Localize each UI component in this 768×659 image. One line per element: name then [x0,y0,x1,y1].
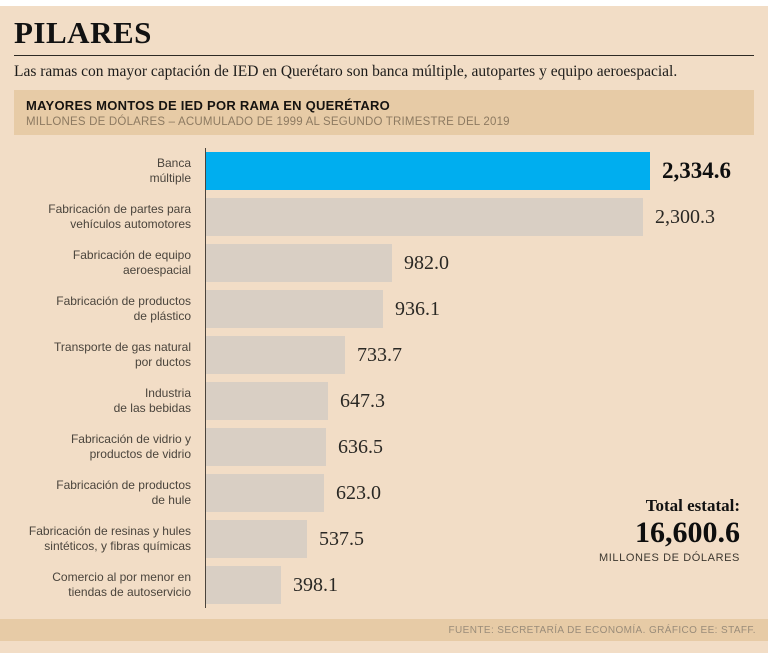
infographic-canvas: PILARES Las ramas con mayor captación de… [0,6,768,653]
bar [205,566,281,605]
bar [205,382,328,421]
source-credit: FUENTE: SECRETARÍA DE ECONOMÍA. GRÁFICO … [448,624,756,636]
bar-category-label: Fabricación de productos de plástico [56,294,191,324]
total-unit: MILLONES DE DÓLARES [599,552,740,565]
bar-track: 2,334.6 [205,148,768,194]
bar-track: 537.5 [205,516,768,562]
total-block: Total estatal: 16,600.6 MILLONES DE DÓLA… [599,496,740,565]
bar-track: 982.0 [205,240,768,286]
page-subtitle: Las ramas con mayor captación de IED en … [14,63,678,81]
bar-value-label: 623.0 [336,481,381,504]
bar-value-label: 2,300.3 [655,205,715,228]
bar-track: 636.5 [205,424,768,470]
bar-value-label: 537.5 [319,527,364,550]
bar-chart: Banca múltiple 2,334.6 Fabricación de pa… [0,148,768,609]
bar-category-label: Banca múltiple [149,156,191,186]
total-value: 16,600.6 [635,515,740,549]
bar-category-label: Fabricación de equipo aeroespacial [72,248,191,278]
bar-category-label: Fabricación de vidrio y productos de vid… [70,432,191,462]
chart-subtitle: MILLONES DE DÓLARES – ACUMULADO DE 1999 … [26,116,510,129]
bar [205,474,324,513]
bar-row: Fabricación de resinas y hules sintético… [0,516,768,562]
bar [205,428,326,467]
bar-category-label: Transporte de gas natural por ductos [54,340,191,370]
bar [205,244,392,283]
bar-track: 733.7 [205,332,768,378]
bar-value-label: 2,334.6 [662,158,731,184]
bar-track: 623.0 [205,470,768,516]
bar-row: Fabricación de productos de plástico 936… [0,286,768,332]
title-divider [14,55,754,57]
chart-header-band: MAYORES MONTOS DE IED POR RAMA EN QUERÉT… [14,90,754,136]
bar-track: 647.3 [205,378,768,424]
bar-category-label: Fabricación de partes para vehículos aut… [48,202,191,232]
bar-value-label: 398.1 [293,573,338,596]
bar-chart-rows: Banca múltiple 2,334.6 Fabricación de pa… [0,148,768,609]
bar-track: 2,300.3 [205,194,768,240]
bar [205,290,383,329]
bar-value-label: 636.5 [338,435,383,458]
bar [205,336,345,375]
bar-category-label: Comercio al por menor en tiendas de auto… [52,570,191,600]
bar-row: Fabricación de equipo aeroespacial 982.0 [0,240,768,286]
chart-title: MAYORES MONTOS DE IED POR RAMA EN QUERÉT… [26,98,390,114]
bar-value-label: 982.0 [404,251,449,274]
bar-row: Fabricación de productos de hule 623.0 [0,470,768,516]
bar-track: 398.1 [205,562,768,608]
source-credit-band: FUENTE: SECRETARÍA DE ECONOMÍA. GRÁFICO … [0,619,768,641]
bar-row: Industria de las bebidas 647.3 [0,378,768,424]
bar [205,152,650,191]
bar-category-label: Fabricación de resinas y hules sintético… [28,524,191,554]
bar-row: Fabricación de vidrio y productos de vid… [0,424,768,470]
bar-category-label: Fabricación de productos de hule [56,478,191,508]
bar-value-label: 733.7 [357,343,402,366]
bar [205,520,307,559]
bar-category-label: Industria de las bebidas [113,386,191,416]
bar-track: 936.1 [205,286,768,332]
page-title: PILARES [14,15,152,50]
bar-row: Transporte de gas natural por ductos 733… [0,332,768,378]
bar-row: Banca múltiple 2,334.6 [0,148,768,194]
bar-row: Fabricación de partes para vehículos aut… [0,194,768,240]
bar-row: Comercio al por menor en tiendas de auto… [0,562,768,608]
bar-value-label: 647.3 [340,389,385,412]
bar-value-label: 936.1 [395,297,440,320]
total-label: Total estatal: [645,495,740,515]
bar [205,198,643,237]
